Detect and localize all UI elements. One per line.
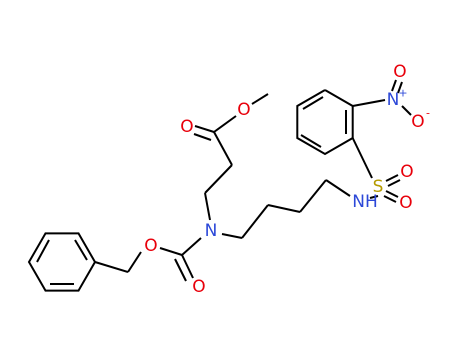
charge: + [398,87,407,100]
atom: O [411,112,424,132]
atom: O [144,236,157,256]
atom: O [400,162,413,182]
atom: O [180,117,193,137]
atom: O [192,277,205,297]
bonds [27,79,412,292]
atom: O [393,62,406,82]
atom: O [237,100,250,120]
atom: S [373,177,384,197]
atom: NH [352,192,378,212]
atom: O [399,193,412,213]
atom: N [205,221,218,241]
atom-labels: O O N O O NH S O O N + O O - [144,62,430,297]
charge: - [426,107,430,120]
atom: N [387,90,400,110]
